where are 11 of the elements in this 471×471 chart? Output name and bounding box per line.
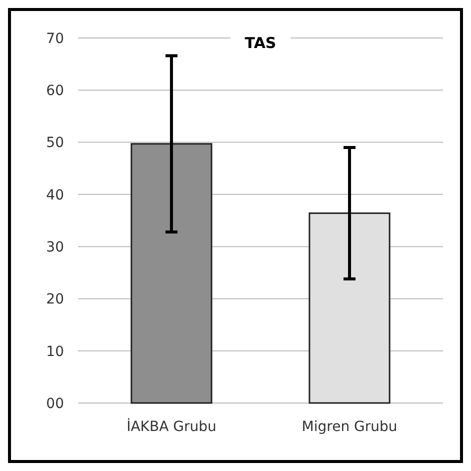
y-tick-label: 20 [46, 292, 64, 308]
y-tick-label: 00 [46, 396, 64, 412]
y-tick-label: 60 [46, 83, 64, 100]
y-tick-label: 70 [46, 30, 64, 47]
y-tick-label: 50 [46, 135, 64, 152]
y-tick-label: 30 [46, 239, 64, 256]
chart-title: TAS [244, 34, 276, 52]
y-tick-label: 10 [46, 344, 64, 360]
x-tick-label: İAKBA Grubu [126, 418, 216, 435]
y-tick-label: 40 [46, 187, 64, 204]
x-tick-label: Migren Grubu [302, 419, 398, 435]
